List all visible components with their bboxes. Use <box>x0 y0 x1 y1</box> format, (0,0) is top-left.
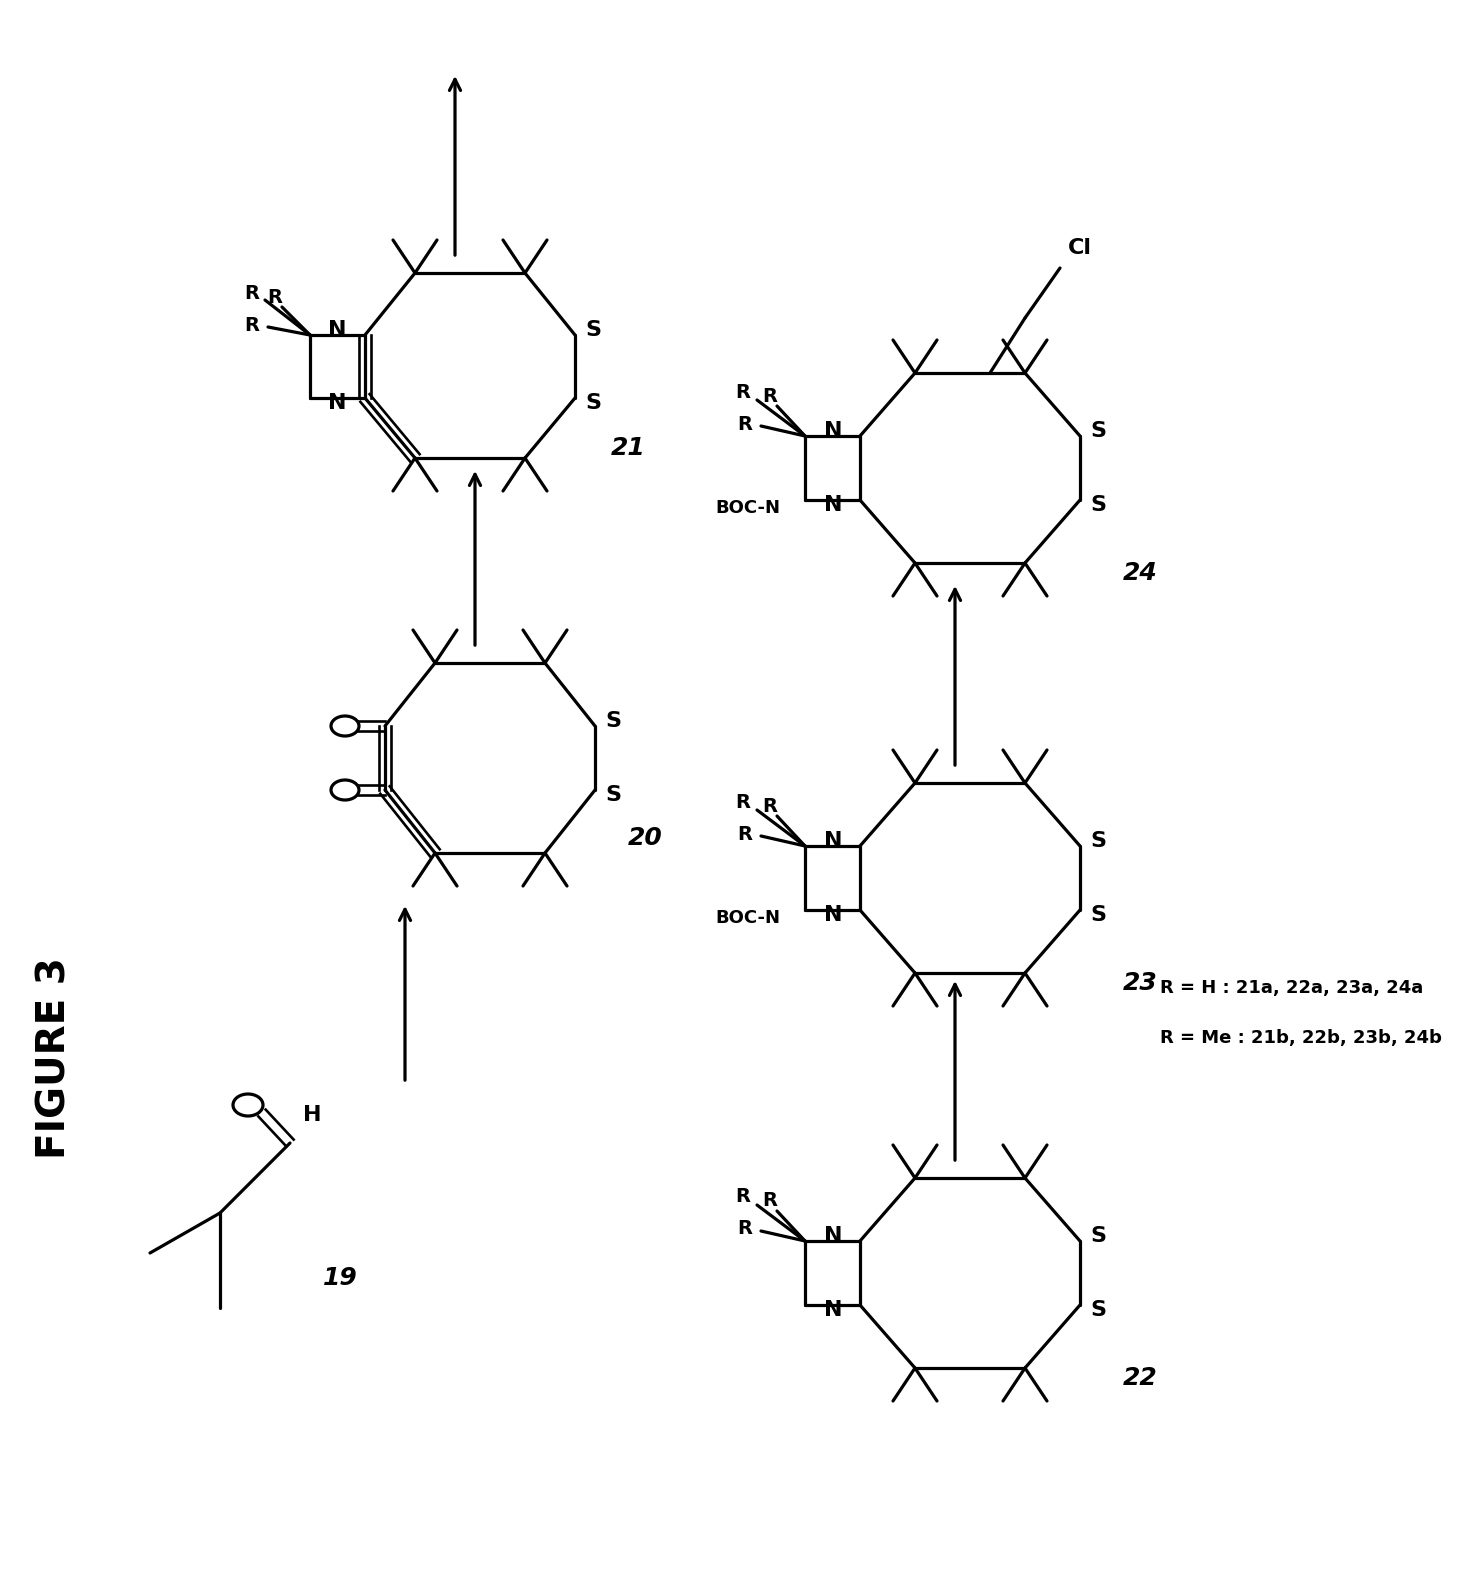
Text: R: R <box>244 284 259 303</box>
Text: N: N <box>328 320 348 339</box>
Text: FIGURE 3: FIGURE 3 <box>35 958 74 1158</box>
Text: R = Me : 21b, 22b, 23b, 24b: R = Me : 21b, 22b, 23b, 24b <box>1160 1029 1442 1046</box>
Text: R: R <box>763 387 778 406</box>
Text: N: N <box>824 832 842 851</box>
Text: R: R <box>738 1220 753 1239</box>
Text: R: R <box>735 792 750 811</box>
Text: R: R <box>763 1191 778 1210</box>
Text: S: S <box>605 784 621 805</box>
Text: R: R <box>738 415 753 434</box>
Text: H: H <box>303 1105 321 1125</box>
Text: S: S <box>1090 906 1106 925</box>
Text: BOC-N: BOC-N <box>714 499 779 518</box>
Text: R: R <box>735 382 750 401</box>
Text: R: R <box>735 1188 750 1207</box>
Text: S: S <box>1090 1226 1106 1247</box>
Text: N: N <box>824 1300 842 1321</box>
Text: R: R <box>763 797 778 816</box>
Text: 22: 22 <box>1123 1367 1158 1390</box>
Text: S: S <box>605 712 621 731</box>
Text: R = H : 21a, 22a, 23a, 24a: R = H : 21a, 22a, 23a, 24a <box>1160 978 1423 997</box>
Text: R: R <box>268 287 282 306</box>
Text: N: N <box>328 393 348 413</box>
Text: 20: 20 <box>627 825 663 851</box>
Text: 24: 24 <box>1123 562 1158 585</box>
Text: N: N <box>824 421 842 440</box>
Text: S: S <box>1090 495 1106 514</box>
Text: R: R <box>244 316 259 335</box>
Text: N: N <box>824 1226 842 1247</box>
Text: S: S <box>1090 1300 1106 1321</box>
Text: Cl: Cl <box>1068 238 1092 257</box>
Text: 19: 19 <box>322 1266 358 1289</box>
Text: S: S <box>586 320 600 339</box>
Text: 23: 23 <box>1123 970 1158 996</box>
Text: BOC-N: BOC-N <box>714 909 779 926</box>
Text: R: R <box>738 824 753 844</box>
Text: S: S <box>1090 832 1106 851</box>
Text: S: S <box>586 393 600 413</box>
Text: N: N <box>824 495 842 514</box>
Text: S: S <box>1090 421 1106 440</box>
Text: 21: 21 <box>611 436 645 461</box>
Text: N: N <box>824 906 842 925</box>
